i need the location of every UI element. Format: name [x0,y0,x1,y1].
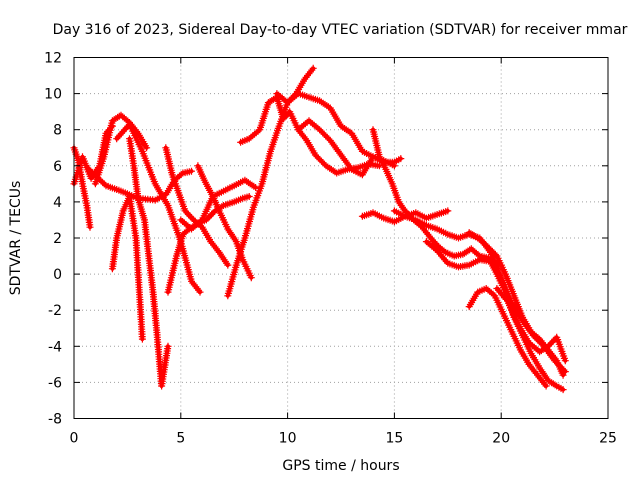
series-markers [422,238,505,271]
y-tick-label: -6 [48,375,62,391]
y-tick-label: 12 [44,51,62,67]
series-arc-7 [113,120,204,296]
axis-ticks: 0 5 10 15 20 25 -8 -6 -4 -2 0 2 4 6 8 10 12 [44,51,617,447]
x-tick-label: 5 [176,431,185,447]
x-tick-label: 0 [70,431,79,447]
series-markers [493,285,569,365]
y-tick-label: 8 [53,123,62,139]
series-markers [126,135,172,390]
y-tick-label: 10 [44,87,62,103]
series-arc-5 [126,135,172,390]
y-tick-label: -4 [48,339,62,355]
series-line [238,95,382,176]
series-arc-13 [237,93,383,177]
y-tick-label: -2 [48,303,62,319]
series-markers [465,229,567,379]
x-tick-label: 20 [492,431,510,447]
data-traces [70,64,569,394]
series-markers [113,120,204,296]
series-arc-4 [108,193,146,343]
x-tick-label: 10 [279,431,297,447]
series-arc-20 [465,229,567,379]
y-axis-label: SDTVAR / TECUs [8,181,24,296]
series-arc-21 [465,285,550,390]
y-tick-label: 0 [53,267,62,283]
series-arc-11 [177,176,260,233]
y-tick-label: 2 [53,231,62,247]
x-tick-label: 25 [599,431,617,447]
series-markers [108,193,146,343]
series-markers [465,285,550,390]
x-tick-label: 15 [385,431,403,447]
series-arc-9 [162,144,232,269]
series-arc-22 [493,285,569,365]
series-arc-19 [422,238,505,271]
series-markers [237,93,383,177]
y-tick-label: 4 [53,195,62,211]
series-markers [177,176,260,233]
y-tick-label: 6 [53,159,62,175]
series-markers [369,126,567,394]
series-arc-16 [369,126,567,394]
y-tick-label: -8 [48,412,62,428]
chart-title: Day 316 of 2023, Sidereal Day-to-day VTE… [53,22,628,38]
x-axis-label: GPS time / hours [282,458,399,474]
series-markers [162,144,232,269]
